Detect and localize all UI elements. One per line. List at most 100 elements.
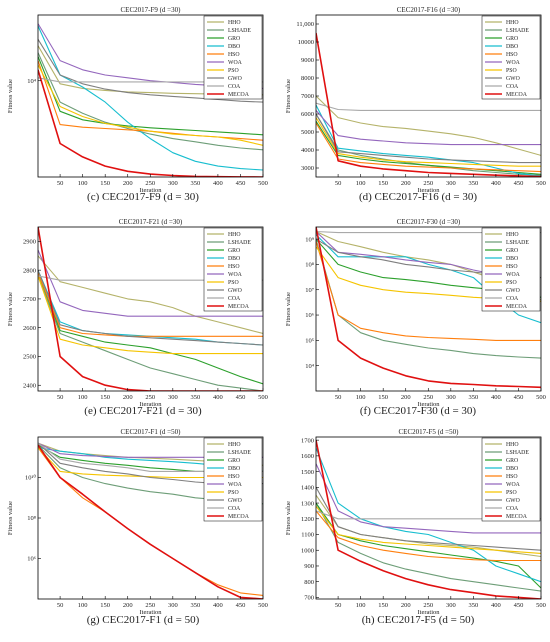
x-tick-label: 250 <box>423 394 433 401</box>
legend-label-woa: WOA <box>506 272 521 278</box>
legend-label-woa: WOA <box>228 60 243 66</box>
x-axis-label: Iteration <box>139 609 162 616</box>
legend-label-gwo: GWO <box>228 498 242 504</box>
legend-label-lshade: LSHADE <box>506 240 529 246</box>
y-tick-label: 11,000 <box>296 21 314 28</box>
y-tick-label: 10⁶ <box>27 556 36 563</box>
y-tick-label: 10000 <box>298 39 314 46</box>
series-line-pso <box>316 505 541 554</box>
series-line-pso <box>38 64 263 146</box>
x-tick-label: 150 <box>378 180 388 187</box>
legend-label-dbo: DBO <box>228 44 240 50</box>
x-tick-label: 350 <box>468 180 478 187</box>
legend: HHO LSHADE GRO DBO HSO WOA PSO GWO COA MECOA <box>481 437 541 522</box>
y-tick-label: 1000 <box>301 547 314 554</box>
x-tick-label: 200 <box>401 394 411 401</box>
y-tick-label: 10⁵ <box>305 338 314 345</box>
x-tick-label: 50 <box>335 394 342 401</box>
legend-label-mecoa: MECOA <box>228 304 250 310</box>
legend-label-coa: COA <box>228 84 241 90</box>
x-tick-label: 250 <box>423 180 433 187</box>
x-tick-label: 50 <box>335 602 342 609</box>
x-tick-label: 500 <box>258 180 268 187</box>
legend-label-dbo: DBO <box>506 466 518 472</box>
series-group <box>316 32 541 177</box>
y-tick-label: 1200 <box>301 516 314 523</box>
y-tick-label: 2500 <box>23 354 36 361</box>
series-line-dbo <box>316 447 541 583</box>
chart-panel-4: CEC2017-F30 (d =30) 50 100 150 200 250 300 350 4… <box>285 218 546 417</box>
x-axis-label: Iteration <box>417 187 440 194</box>
x-tick-label: 150 <box>378 394 388 401</box>
legend-label-hso: HSO <box>228 52 240 58</box>
legend-label-hho: HHO <box>228 232 241 238</box>
chart-panel-5: CEC2017-F1 (d =50) 50 100 150 200 250 300 350 40… <box>7 428 268 626</box>
series-line-woa <box>316 110 541 146</box>
legend-label-gro: GRO <box>228 248 240 254</box>
y-tick-label: 10⁸ <box>305 262 315 269</box>
series-line-gro <box>316 120 541 175</box>
legend-label-hho: HHO <box>506 232 519 238</box>
legend-label-mecoa: MECOA <box>506 514 528 520</box>
series-line-gwo <box>316 487 541 551</box>
series-line-hho <box>316 95 541 156</box>
x-tick-label: 200 <box>401 602 411 609</box>
series-line-lshade <box>316 502 541 592</box>
legend-label-pso: PSO <box>506 280 517 286</box>
legend-label-hso: HSO <box>228 264 240 270</box>
x-tick-label: 500 <box>536 394 546 401</box>
chart-title: CEC2017-F9 (d =30) <box>121 6 182 14</box>
series-group <box>38 227 263 391</box>
legend-label-lshade: LSHADE <box>228 450 251 456</box>
x-tick-label: 450 <box>236 180 246 187</box>
chart-title: CEC2017-F5 (d =50) <box>399 428 460 436</box>
x-tick-label: 250 <box>145 602 155 609</box>
y-tick-label: 9000 <box>301 57 314 64</box>
y-tick-label: 4000 <box>301 147 314 154</box>
series-line-dbo <box>38 25 263 171</box>
legend-label-gro: GRO <box>506 248 518 254</box>
y-tick-label: 6000 <box>301 111 314 118</box>
x-axis-label: Iteration <box>139 187 162 194</box>
legend-label-hso: HSO <box>506 474 518 480</box>
legend-label-coa: COA <box>228 296 241 302</box>
legend-label-pso: PSO <box>228 68 239 74</box>
x-tick-label: 400 <box>213 394 223 401</box>
series-line-hso <box>38 272 263 337</box>
panel-caption: (e) CEC2017-F21 (d = 30) <box>84 405 202 417</box>
y-tick-label: 1500 <box>301 469 314 476</box>
x-tick-label: 300 <box>168 180 178 187</box>
series-line-gwo <box>38 269 263 346</box>
series-line-hso <box>316 122 541 173</box>
x-tick-label: 250 <box>145 180 155 187</box>
series-line-hho <box>38 255 263 335</box>
series-line-mecoa <box>38 444 263 599</box>
x-tick-label: 150 <box>100 602 110 609</box>
x-tick-label: 50 <box>335 180 342 187</box>
y-tick-label: 1400 <box>301 485 314 492</box>
x-tick-label: 50 <box>57 602 64 609</box>
panel-caption: (c) CEC2017-F9 (d = 30) <box>87 191 199 203</box>
x-tick-label: 200 <box>123 394 133 401</box>
legend-label-mecoa: MECOA <box>506 304 528 310</box>
legend-label-pso: PSO <box>228 490 239 496</box>
legend-label-hho: HHO <box>228 20 241 26</box>
series-line-gwo <box>316 113 541 164</box>
x-tick-label: 250 <box>145 394 155 401</box>
x-tick-label: 500 <box>536 180 546 187</box>
legend: HHO LSHADE GRO DBO HSO WOA PSO GWO COA MECOA <box>203 227 263 312</box>
legend-label-pso: PSO <box>506 490 517 496</box>
x-tick-label: 350 <box>190 394 200 401</box>
y-tick-label: 3000 <box>301 165 314 172</box>
x-tick-label: 450 <box>514 394 524 401</box>
series-line-lshade <box>38 52 263 151</box>
legend-label-woa: WOA <box>228 482 243 488</box>
legend-label-gwo: GWO <box>228 288 242 294</box>
chart-panel-3: CEC2017-F21 (d =30) 50 100 150 200 250 300 350 4… <box>7 218 268 417</box>
y-tick-label: 10⁷ <box>305 287 314 294</box>
panel-caption: (g) CEC2017-F1 (d = 50) <box>87 614 200 626</box>
series-line-hso <box>316 241 541 341</box>
legend-label-lshade: LSHADE <box>506 450 529 456</box>
series-line-gro <box>38 272 263 385</box>
legend-label-mecoa: MECOA <box>506 92 528 98</box>
